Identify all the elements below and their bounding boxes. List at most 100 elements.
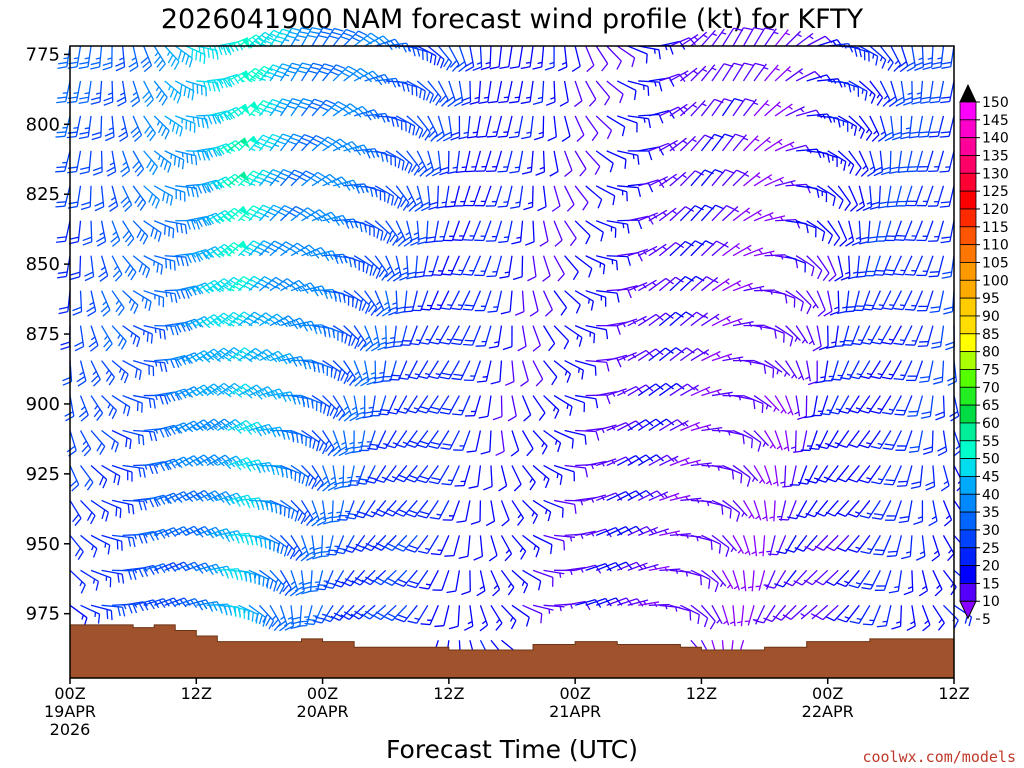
wind-barb <box>595 45 609 72</box>
wind-barb <box>495 430 505 457</box>
wind-barb <box>690 349 710 362</box>
wind-barb <box>700 204 725 222</box>
wind-barb <box>859 430 881 449</box>
plot-area <box>55 27 973 679</box>
wind-barb <box>122 290 139 314</box>
wind-barb <box>511 465 522 492</box>
wind-barb <box>206 454 233 467</box>
wind-barb <box>816 185 836 207</box>
wind-barb <box>929 80 945 104</box>
colorbar-label: 85 <box>982 327 1000 343</box>
wind-barb <box>539 220 549 247</box>
wind-barb <box>309 500 320 527</box>
wind-barb <box>648 454 675 467</box>
wind-barb <box>327 465 338 492</box>
wind-barb <box>279 570 292 596</box>
wind-barb <box>849 604 871 625</box>
y-tick-label: 800 <box>26 114 60 135</box>
wind-barb <box>311 99 335 117</box>
wind-barb <box>175 115 196 133</box>
wind-barb <box>881 325 902 345</box>
wind-barb <box>564 499 586 506</box>
wind-barb <box>853 290 871 312</box>
wind-barb <box>690 604 709 628</box>
wind-barb <box>700 240 726 257</box>
wind-barb <box>906 605 916 631</box>
wind-barb <box>616 80 637 100</box>
wind-barb <box>743 172 761 187</box>
wind-barb <box>395 185 410 211</box>
wind-barb <box>343 105 370 118</box>
wind-barb <box>79 465 94 491</box>
wind-barb <box>848 430 871 448</box>
wind-barb <box>858 80 876 104</box>
wind-barb <box>859 500 881 519</box>
wind-barb <box>545 80 556 106</box>
wind-barb <box>845 220 855 247</box>
colorbar-swatch <box>959 226 977 246</box>
wind-barb <box>280 499 299 522</box>
wind-barb <box>836 569 860 588</box>
wind-barb <box>532 569 554 587</box>
wind-barb <box>463 360 482 382</box>
wind-barb <box>894 395 913 416</box>
wind-barb <box>743 135 760 152</box>
colorbar-swatch <box>959 386 977 406</box>
wind-barb <box>428 395 450 414</box>
wind-barb <box>478 395 492 419</box>
wind-barb <box>870 395 892 415</box>
wind-barb <box>763 604 787 623</box>
wind-barb <box>216 242 243 258</box>
wind-barb <box>400 325 418 346</box>
wind-barb <box>544 45 555 71</box>
wind-barb <box>848 45 870 62</box>
wind-barb <box>428 465 450 485</box>
wind-barb <box>777 500 787 522</box>
wind-barb <box>827 255 837 282</box>
wind-barb <box>554 569 576 576</box>
wind-barb <box>297 605 313 627</box>
wind-barb <box>98 255 109 282</box>
wind-barb <box>122 360 142 381</box>
wind-barb <box>721 97 744 117</box>
wind-barb <box>406 569 429 589</box>
wind-barb <box>658 419 685 432</box>
wind-barb <box>90 430 106 455</box>
colorbar-swatch <box>959 476 977 495</box>
wind-barb <box>543 395 560 419</box>
wind-barb <box>774 103 793 117</box>
wind-barb <box>442 115 453 142</box>
wind-barb <box>522 534 540 558</box>
wind-barb <box>509 150 524 174</box>
wind-barb <box>511 569 529 594</box>
wind-barb <box>564 185 575 212</box>
wind-barb <box>744 605 755 626</box>
wind-barb <box>439 325 460 345</box>
wind-barb <box>128 45 139 72</box>
wind-barb <box>658 347 685 362</box>
wind-barb <box>722 499 741 522</box>
wind-barb <box>669 604 692 621</box>
wind-barb <box>917 325 934 348</box>
wind-barb <box>906 360 924 382</box>
wind-barb <box>269 278 296 292</box>
wind-barb <box>474 220 492 242</box>
wind-barb <box>466 430 482 453</box>
wind-barb <box>316 500 327 527</box>
wind-barb <box>871 500 892 520</box>
wind-barb <box>928 115 945 138</box>
wind-barb <box>806 255 823 280</box>
colorbar-swatch <box>959 529 977 549</box>
wind-barb <box>104 115 115 142</box>
wind-barb <box>475 150 492 172</box>
wind-barb <box>825 604 850 622</box>
colorbar-label: 110 <box>982 238 1009 254</box>
wind-barb <box>870 430 892 450</box>
wind-barb <box>905 220 924 241</box>
wind-barb <box>753 359 775 378</box>
wind-barb <box>561 115 571 142</box>
wind-barb <box>269 499 290 519</box>
wind-barb <box>269 98 292 117</box>
wind-barb <box>871 325 892 345</box>
wind-barb <box>669 457 690 467</box>
